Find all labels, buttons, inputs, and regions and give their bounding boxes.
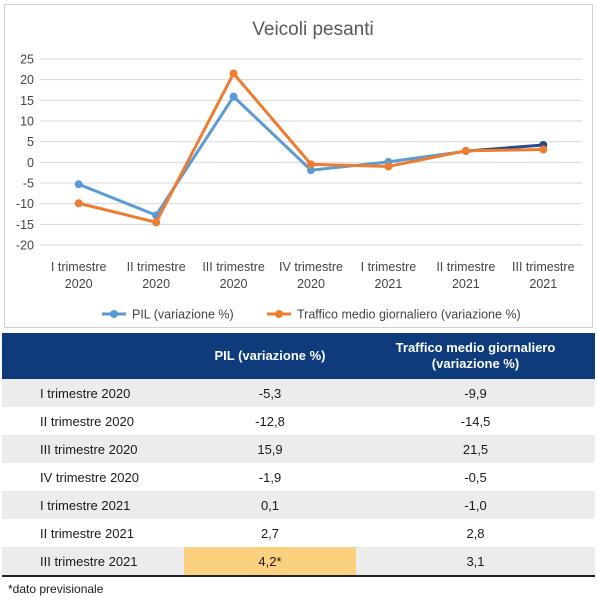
y-tick-label: -10 [16, 197, 34, 211]
table-header-row: PIL (variazione %) Traffico medio giorna… [2, 333, 595, 379]
x-tick-label-year: 2021 [529, 277, 557, 291]
traffic-cell: -14,5 [356, 407, 595, 435]
x-tick-label-year: 2020 [65, 277, 93, 291]
table-row: I trimestre 2021 0,1 -1,0 [2, 491, 595, 519]
data-point [307, 166, 315, 175]
period-cell: II trimestre 2021 [2, 519, 184, 547]
series-line [77, 71, 545, 224]
data-table: PIL (variazione %) Traffico medio giorna… [2, 333, 595, 577]
traffic-cell: 21,5 [356, 435, 595, 463]
legend-swatch-marker [110, 310, 118, 318]
period-cell: II trimestre 2020 [2, 407, 184, 435]
x-tick-label-year: 2020 [297, 277, 325, 291]
x-tick-label: II trimestre [436, 260, 495, 274]
y-tick-label: 20 [20, 73, 34, 87]
y-tick-label: -20 [16, 239, 34, 253]
header-traffic: Traffico medio giornaliero (variazione %… [356, 333, 595, 379]
traffic-cell: -9,9 [356, 379, 595, 407]
pil-cell: -1,9 [184, 463, 356, 491]
table-row: III trimestre 2020 15,9 21,5 [2, 435, 595, 463]
x-tick-label: I trimestre [361, 260, 417, 274]
pil-cell: 15,9 [184, 435, 356, 463]
legend-swatch-marker [275, 310, 283, 318]
pil-cell-highlighted: 4,2* [184, 547, 356, 577]
legend-label: Traffico medio giornaliero (variazione %… [297, 308, 521, 322]
table-row: III trimestre 2021 4,2* 3,1 [2, 547, 595, 577]
x-tick-label: IV trimestre [279, 260, 343, 274]
period-cell: I trimestre 2021 [2, 491, 184, 519]
y-tick-label: 15 [20, 94, 34, 108]
period-cell: I trimestre 2020 [2, 379, 184, 407]
table-row: IV trimestre 2020 -1,9 -0,5 [2, 463, 595, 491]
chart-title: Veicoli pesanti [252, 19, 373, 40]
pil-cell: 0,1 [184, 491, 356, 519]
series-line [77, 95, 468, 217]
table-row: II trimestre 2020 -12,8 -14,5 [2, 407, 595, 435]
y-tick-label: 25 [20, 53, 34, 67]
data-point [229, 92, 238, 101]
data-point [384, 162, 393, 171]
x-tick-label: III trimestre [512, 260, 575, 274]
x-tick-label-year: 2021 [375, 277, 403, 291]
x-tick-label: II trimestre [127, 260, 186, 274]
traffic-cell: 2,8 [356, 519, 595, 547]
x-tick-label-year: 2021 [452, 277, 480, 291]
y-tick-label: -15 [16, 218, 34, 232]
y-tick-label: -5 [23, 177, 34, 191]
y-tick-label: 10 [20, 115, 34, 129]
header-pil: PIL (variazione %) [184, 333, 356, 379]
period-cell: III trimestre 2020 [2, 435, 184, 463]
chart-container: Veicoli pesanti -20 -15 -10 -5 0 5 10 15 20 25 I tr… [4, 4, 593, 328]
line-chart: Veicoli pesanti -20 -15 -10 -5 0 5 10 15 20 25 I tr… [16, 19, 582, 322]
data-point [74, 180, 83, 189]
x-tick-label-year: 2020 [142, 277, 170, 291]
data-point [461, 146, 470, 155]
period-cell: III trimestre 2021 [2, 547, 184, 577]
data-point [152, 218, 161, 227]
period-cell: IV trimestre 2020 [2, 463, 184, 491]
pil-cell: -5,3 [184, 379, 356, 407]
traffic-cell: -1,0 [356, 491, 595, 519]
y-tick-label: 5 [27, 135, 34, 149]
table-row: II trimestre 2021 2,7 2,8 [2, 519, 595, 547]
legend-label: PIL (variazione %) [132, 308, 234, 322]
header-period [2, 333, 184, 379]
data-point [229, 69, 238, 78]
data-point [539, 145, 548, 154]
x-tick-label-year: 2020 [220, 277, 248, 291]
x-tick-label: I trimestre [51, 260, 107, 274]
pil-cell: 2,7 [184, 519, 356, 547]
x-tick-label: III trimestre [202, 260, 265, 274]
footnote: *dato previsionale [8, 582, 104, 596]
data-point [307, 160, 315, 169]
traffic-cell: 3,1 [356, 547, 595, 577]
traffic-cell: -0,5 [356, 463, 595, 491]
pil-cell: -12,8 [184, 407, 356, 435]
y-tick-label: 0 [27, 156, 34, 170]
data-point [74, 199, 83, 208]
table-row: I trimestre 2020 -5,3 -9,9 [2, 379, 595, 407]
